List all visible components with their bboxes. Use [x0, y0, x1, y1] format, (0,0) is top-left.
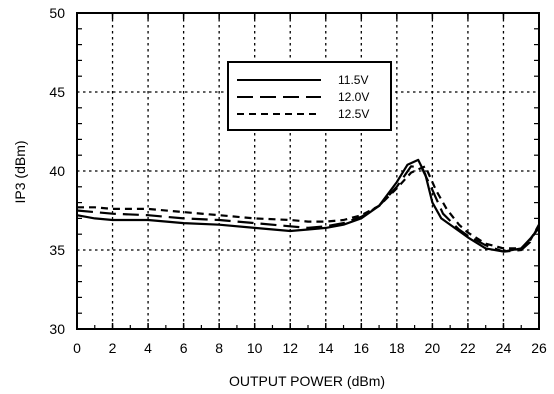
y-tick-label: 35	[49, 242, 65, 258]
x-tick-label: 6	[180, 340, 188, 356]
x-tick-label: 18	[389, 340, 405, 356]
x-tick-label: 10	[247, 340, 263, 356]
x-tick-label: 22	[460, 340, 476, 356]
series-lines	[77, 160, 539, 252]
x-tick-label: 0	[73, 340, 81, 356]
x-tick-label: 14	[318, 340, 334, 356]
series-line-11-5v	[77, 160, 539, 252]
x-axis-title: OUTPUT POWER (dBm)	[229, 373, 385, 389]
legend: 11.5V 12.0V 12.5V	[228, 62, 391, 130]
legend-label-12-0v: 12.0V	[338, 90, 369, 104]
y-tick-label: 40	[49, 163, 65, 179]
x-tick-label: 26	[531, 340, 547, 356]
series-line-12-5v	[77, 166, 539, 248]
y-axis-title: IP3 (dBm)	[12, 140, 28, 203]
legend-label-11-5v: 11.5V	[338, 73, 368, 87]
legend-label-12-5v: 12.5V	[338, 107, 369, 121]
y-tick-label: 50	[49, 5, 65, 21]
x-tick-label: 4	[144, 340, 152, 356]
x-tick-label: 12	[282, 340, 298, 356]
x-tick-label: 24	[496, 340, 512, 356]
y-tick-label: 30	[49, 321, 65, 337]
x-tick-label: 2	[109, 340, 117, 356]
y-tick-label: 45	[49, 84, 65, 100]
grid	[77, 13, 539, 329]
plot-frame	[77, 13, 539, 329]
x-tick-label: 16	[354, 340, 370, 356]
x-tick-label: 20	[425, 340, 441, 356]
x-tick-label: 8	[215, 340, 223, 356]
